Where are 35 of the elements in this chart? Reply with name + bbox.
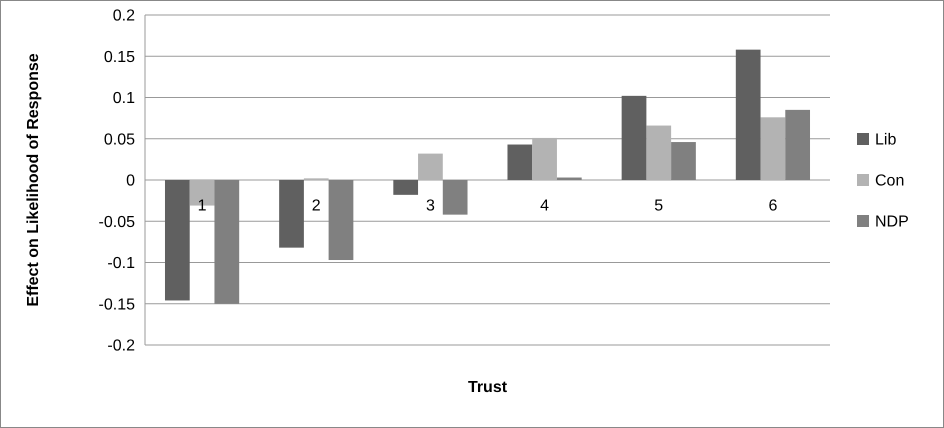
bar [328, 180, 354, 260]
legend-label: Con [875, 172, 904, 190]
y-tick-label: -0.15 [98, 296, 136, 314]
x-axis-title: Trust [468, 379, 508, 396]
bar [418, 154, 443, 180]
x-tick-label: 1 [198, 198, 207, 215]
x-tick-label: 4 [540, 198, 550, 215]
legend-label: Lib [875, 132, 896, 149]
y-tick-label: -0.2 [107, 338, 136, 355]
y-tick-label: 0 [126, 172, 136, 190]
y-tick-label: 0.15 [104, 48, 136, 66]
bar [279, 180, 304, 248]
y-axis-title: Effect on Likelihood of Response [25, 53, 42, 307]
y-tick-label: 0.05 [104, 131, 136, 148]
bar [164, 180, 190, 300]
y-tick-label: 0.2 [112, 8, 136, 25]
bar [785, 110, 810, 180]
x-tick-label: 5 [654, 198, 664, 215]
x-tick-label: 6 [768, 198, 778, 215]
y-tick-label: -0.05 [98, 214, 136, 231]
y-tick-label: 0.1 [112, 90, 136, 108]
bar [214, 180, 240, 304]
bar [532, 138, 557, 180]
bar [442, 180, 468, 215]
legend-label: NDP [875, 214, 909, 231]
bar [393, 180, 418, 195]
bar [646, 126, 672, 180]
bar [736, 50, 761, 180]
bar [622, 96, 646, 180]
bar [507, 144, 532, 180]
x-tick-label: 2 [312, 198, 321, 215]
bar [760, 117, 786, 180]
x-tick-label: 3 [426, 198, 435, 215]
y-tick-label: -0.1 [107, 255, 136, 272]
bar [671, 142, 696, 180]
